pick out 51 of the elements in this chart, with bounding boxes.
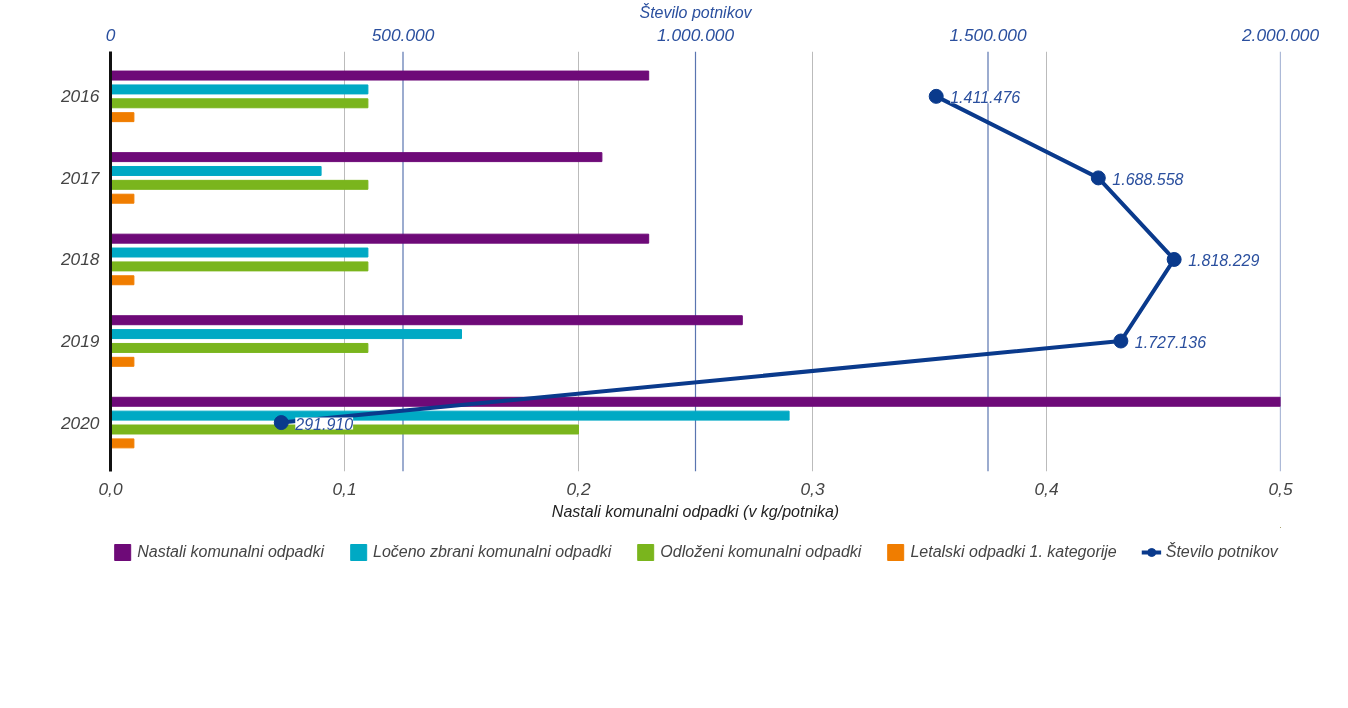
y-tick-label: 2020 bbox=[59, 412, 100, 433]
x2-tick-label: 500.000 bbox=[371, 24, 435, 45]
x2-tick-label: 1.000.000 bbox=[656, 24, 735, 45]
bar bbox=[110, 342, 369, 353]
bar bbox=[110, 438, 135, 449]
bar bbox=[110, 112, 135, 123]
y-tick-label: 2016 bbox=[59, 86, 100, 107]
bar bbox=[110, 315, 743, 326]
data-label: 1.727.136 bbox=[1134, 334, 1207, 352]
data-label: 291.910 bbox=[294, 415, 354, 433]
point bbox=[928, 88, 944, 104]
data-label: 1.688.558 bbox=[1112, 170, 1184, 188]
x-tick-label: 0,2 bbox=[566, 478, 591, 499]
x2-axis-title: Število potnikov bbox=[639, 2, 753, 21]
bar bbox=[110, 193, 135, 204]
bar bbox=[110, 261, 369, 272]
point bbox=[1166, 251, 1182, 267]
point bbox=[1113, 333, 1129, 349]
bar bbox=[110, 247, 369, 258]
x-tick-label: 0,4 bbox=[1034, 478, 1059, 499]
legend-label: Ločeno zbrani komunalni odpadki bbox=[372, 543, 612, 561]
bar bbox=[110, 356, 135, 367]
legend-label: Število potnikov bbox=[1165, 543, 1278, 561]
legend-label: Letalski odpadki 1. kategorije bbox=[910, 543, 1117, 561]
bar bbox=[110, 329, 462, 340]
point bbox=[1090, 170, 1106, 186]
x-axis-title: Nastali komunalni odpadki (v kg/potnika) bbox=[551, 502, 840, 520]
data-label: 1.411.476 bbox=[950, 89, 1021, 107]
x2-tick-label: 2.000.000 bbox=[1240, 24, 1320, 45]
bar bbox=[110, 70, 650, 81]
x-tick-label: 0,1 bbox=[332, 478, 357, 499]
bar bbox=[110, 233, 650, 244]
x-tick-label: 0,3 bbox=[800, 478, 825, 499]
y-tick-label: 2019 bbox=[59, 331, 100, 352]
bar bbox=[110, 165, 322, 176]
y-tick-label: 2018 bbox=[59, 249, 100, 270]
bar bbox=[110, 84, 369, 95]
data-label: 1.818.229 bbox=[1188, 252, 1260, 270]
x-tick-label: 0,0 bbox=[98, 478, 123, 499]
legend-label: Odloženi komunalni odpadki bbox=[660, 543, 862, 561]
bar bbox=[110, 98, 369, 109]
x2-tick-label: 1.500.000 bbox=[949, 24, 1027, 45]
bar bbox=[110, 396, 1281, 407]
x-tick-label: 0,5 bbox=[1268, 478, 1293, 499]
point bbox=[273, 415, 289, 431]
y-tick-label: 2017 bbox=[59, 167, 101, 188]
bar bbox=[110, 179, 369, 190]
x2-tick-label: 0 bbox=[105, 24, 116, 45]
legend-label: Nastali komunalni odpadki bbox=[137, 543, 324, 561]
bar bbox=[110, 152, 603, 163]
bar bbox=[110, 275, 135, 286]
